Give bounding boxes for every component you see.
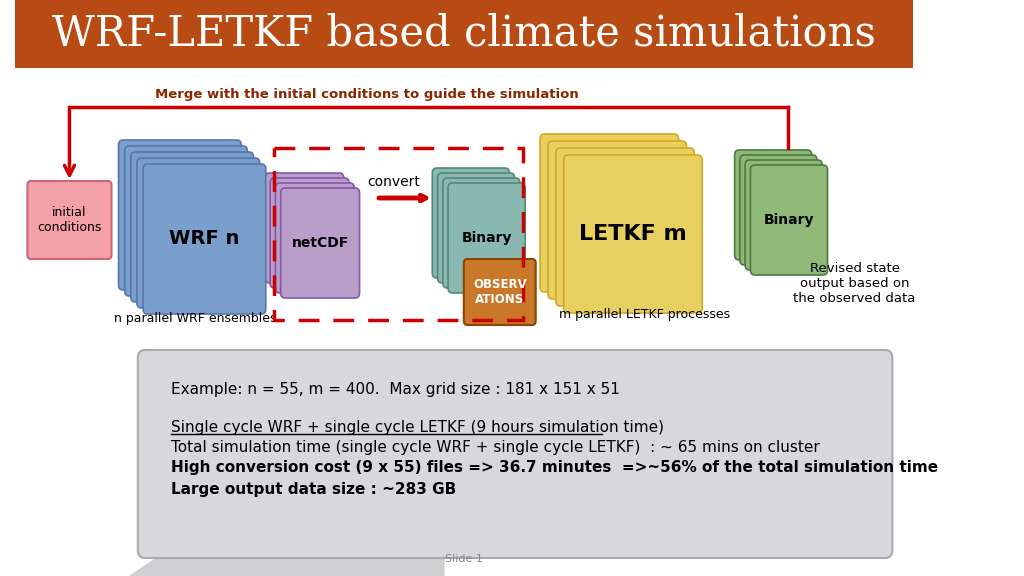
FancyBboxPatch shape <box>137 158 260 308</box>
FancyBboxPatch shape <box>556 148 694 306</box>
Text: n parallel WRF ensembles: n parallel WRF ensembles <box>114 312 276 325</box>
Text: Total simulation time (single cycle WRF + single cycle LETKF)  : ~ 65 mins on cl: Total simulation time (single cycle WRF … <box>171 440 820 455</box>
Text: Slide 1: Slide 1 <box>444 554 482 564</box>
FancyBboxPatch shape <box>275 183 354 293</box>
FancyBboxPatch shape <box>751 165 827 275</box>
Text: WRF n: WRF n <box>169 229 240 248</box>
Text: Example: n = 55, m = 400.  Max grid size : 181 x 151 x 51: Example: n = 55, m = 400. Max grid size … <box>171 382 620 397</box>
Text: Revised state
output based on
the observed data: Revised state output based on the observ… <box>794 262 915 305</box>
Text: Binary: Binary <box>764 213 814 227</box>
Text: OBSERV
ATIONS: OBSERV ATIONS <box>473 278 526 306</box>
FancyBboxPatch shape <box>740 155 817 265</box>
FancyBboxPatch shape <box>270 178 349 288</box>
Text: Binary: Binary <box>462 231 512 245</box>
Text: High conversion cost (9 x 55) files => 36.7 minutes  =>~56% of the total simulat: High conversion cost (9 x 55) files => 3… <box>171 460 938 475</box>
Text: LETKF m: LETKF m <box>580 224 687 244</box>
Text: Single cycle WRF + single cycle LETKF (9 hours simulation time): Single cycle WRF + single cycle LETKF (9… <box>171 420 665 435</box>
FancyBboxPatch shape <box>449 183 525 293</box>
FancyBboxPatch shape <box>143 164 266 314</box>
FancyBboxPatch shape <box>119 140 242 290</box>
FancyBboxPatch shape <box>745 160 822 270</box>
FancyBboxPatch shape <box>131 152 254 302</box>
FancyBboxPatch shape <box>28 181 112 259</box>
FancyBboxPatch shape <box>138 350 892 558</box>
Text: Merge with the initial conditions to guide the simulation: Merge with the initial conditions to gui… <box>156 88 580 101</box>
FancyBboxPatch shape <box>564 155 702 313</box>
Text: WRF-LETKF based climate simulations: WRF-LETKF based climate simulations <box>52 13 876 55</box>
Text: initial
conditions: initial conditions <box>37 206 101 234</box>
FancyBboxPatch shape <box>464 259 536 325</box>
Text: m parallel LETKF processes: m parallel LETKF processes <box>559 308 730 321</box>
Polygon shape <box>129 358 444 576</box>
FancyBboxPatch shape <box>281 188 359 298</box>
Text: Large output data size : ~283 GB: Large output data size : ~283 GB <box>171 482 457 497</box>
Text: netCDF: netCDF <box>292 236 349 250</box>
FancyBboxPatch shape <box>432 168 509 278</box>
FancyBboxPatch shape <box>734 150 812 260</box>
FancyBboxPatch shape <box>442 178 520 288</box>
Text: convert: convert <box>368 175 420 189</box>
FancyBboxPatch shape <box>125 146 248 296</box>
FancyBboxPatch shape <box>540 134 679 292</box>
FancyBboxPatch shape <box>15 0 912 68</box>
FancyBboxPatch shape <box>437 173 515 283</box>
FancyBboxPatch shape <box>265 173 344 283</box>
FancyBboxPatch shape <box>548 141 686 299</box>
